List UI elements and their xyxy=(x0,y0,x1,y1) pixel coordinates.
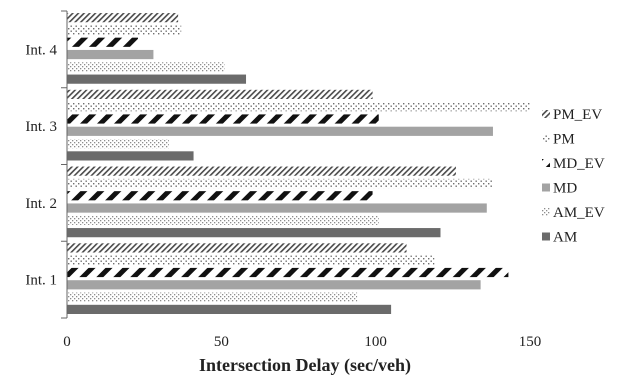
legend-swatch-pm xyxy=(542,134,550,143)
bar-md-ev-int-2 xyxy=(67,191,373,201)
legend-label-pm-ev: PM_EV xyxy=(553,107,602,123)
bar-pm-int-3 xyxy=(67,102,530,112)
bar-pm-int-2 xyxy=(67,178,493,189)
bar-md-ev-int-1 xyxy=(67,267,509,278)
bar-md-int-2 xyxy=(67,203,487,213)
legend-swatch-md-ev xyxy=(542,159,550,167)
x-tick-label: 50 xyxy=(214,334,229,350)
x-tick-label: 100 xyxy=(364,334,387,350)
y-tick-label: Int. 4 xyxy=(25,42,57,58)
legend-label-md-ev: MD_EV xyxy=(553,156,605,172)
x-tick-label: 0 xyxy=(63,334,71,350)
legend-label-am-ev: AM_EV xyxy=(553,205,605,221)
bar-md-ev-int-3 xyxy=(67,114,379,124)
legend-label-pm: PM xyxy=(553,132,575,148)
bar-md-ev-int-4 xyxy=(67,37,138,47)
legend-label-am: AM xyxy=(553,230,577,246)
bar-md-int-3 xyxy=(67,126,493,136)
bar-pm-int-4 xyxy=(67,25,182,35)
y-tick-label: Int. 3 xyxy=(25,119,57,135)
legend: PM_EV PM MD_EV MD AM_EV AM xyxy=(542,107,605,246)
bar-am-ev-int-4 xyxy=(67,62,225,72)
bar-pm-int-1 xyxy=(67,255,435,265)
x-tick-label: 150 xyxy=(519,334,542,350)
bar-am-int-2 xyxy=(67,228,441,238)
bar-pm-ev-int-3 xyxy=(67,89,373,99)
legend-swatch-md xyxy=(542,183,550,192)
legend-label-md: MD xyxy=(553,181,577,197)
legend-swatch-am xyxy=(542,232,550,241)
bar-am-int-4 xyxy=(67,74,247,84)
bar-am-int-3 xyxy=(67,151,194,161)
plot-area xyxy=(67,13,530,314)
y-tick-label: Int. 1 xyxy=(25,273,57,289)
bar-pm-ev-int-2 xyxy=(67,166,456,176)
bar-am-ev-int-2 xyxy=(67,215,379,225)
bar-am-ev-int-1 xyxy=(67,292,358,302)
bar-md-int-1 xyxy=(67,280,481,290)
bar-md-int-4 xyxy=(67,49,154,60)
x-axis-title: Intersection Delay (sec/veh) xyxy=(199,355,411,376)
bar-pm-ev-int-1 xyxy=(67,243,407,253)
axes: Int. 1 Int. 2 Int. 3 Int. 4 0 50 100 150 xyxy=(25,10,542,350)
y-tick-label: Int. 2 xyxy=(25,196,57,212)
bar-pm-ev-int-4 xyxy=(67,13,179,23)
legend-swatch-pm-ev xyxy=(542,110,550,118)
legend-swatch-am-ev xyxy=(542,208,550,216)
bar-am-int-1 xyxy=(67,304,392,314)
bar-am-ev-int-3 xyxy=(67,139,169,149)
